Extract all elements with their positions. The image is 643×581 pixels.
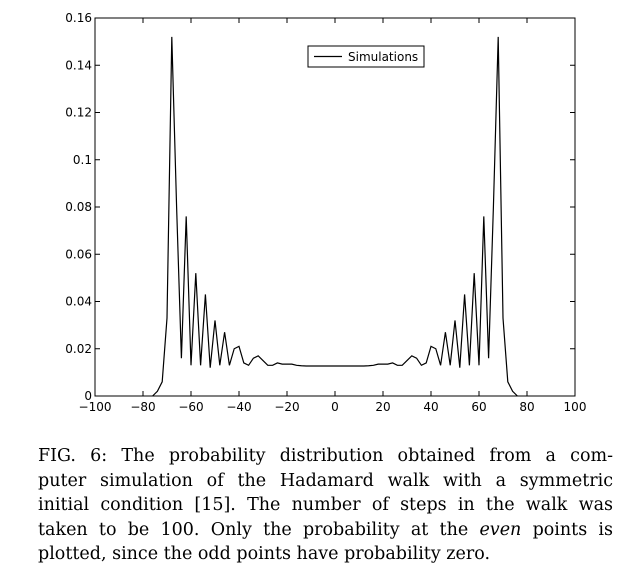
x-tick-label: 0 <box>331 400 339 414</box>
y-tick-label: 0.12 <box>65 106 92 120</box>
x-tick-label: −40 <box>226 400 251 414</box>
caption-line: FIG. 6: The probability distribution obt… <box>38 446 613 466</box>
x-tick-label: 80 <box>519 400 534 414</box>
legend-box <box>307 45 425 68</box>
y-tick-label: 0.14 <box>65 58 92 72</box>
y-axis-tick-labels: 0 0.02 0.04 0.06 0.08 0.1 0.12 0.14 0.16 <box>65 11 92 403</box>
x-tick-label: −20 <box>274 400 299 414</box>
caption-text: points is <box>521 519 613 540</box>
probability-distribution-chart: −100 −80 −60 −40 −20 0 20 40 60 80 100 0 0.02 0.04 0.… <box>65 11 587 414</box>
plot-frame <box>94 17 576 397</box>
y-tick-label: 0.02 <box>65 342 92 356</box>
legend: Simulations <box>307 45 425 68</box>
caption-text: taken to be 100. Only the probability at… <box>38 519 480 540</box>
x-tick-label: 60 <box>471 400 486 414</box>
caption-emphasis: even <box>479 519 522 540</box>
x-tick-label: −60 <box>178 400 203 414</box>
y-tick-label: 0.06 <box>65 247 92 261</box>
x-tick-label: −100 <box>79 400 112 414</box>
y-tick-label: 0.16 <box>65 11 92 25</box>
caption-line: taken to be 100. Only the probability at… <box>38 518 613 543</box>
caption-line: puter simulation of the Hadamard walk wi… <box>38 470 613 491</box>
caption-line: initial condition [15]. The number of st… <box>38 495 613 515</box>
y-tick-label: 0.1 <box>73 153 92 167</box>
x-tick-label: 20 <box>375 400 390 414</box>
y-axis-ticks <box>95 17 575 397</box>
y-tick-label: 0.04 <box>65 295 92 309</box>
y-tick-label: 0.08 <box>65 200 92 214</box>
x-axis-tick-labels: −100 −80 −60 −40 −20 0 20 40 60 80 100 <box>79 400 587 414</box>
series-line-simulations <box>152 36 518 397</box>
x-tick-label: −80 <box>130 400 155 414</box>
x-axis-ticks <box>94 18 576 396</box>
x-tick-label: 100 <box>564 400 587 414</box>
x-tick-label: 40 <box>423 400 438 414</box>
figure-caption: FIG. 6: The probability distribution obt… <box>38 444 613 567</box>
y-tick-label: 0 <box>84 389 92 403</box>
caption-line: plotted, since the odd points have proba… <box>38 544 491 564</box>
legend-label: Simulations <box>348 50 418 64</box>
